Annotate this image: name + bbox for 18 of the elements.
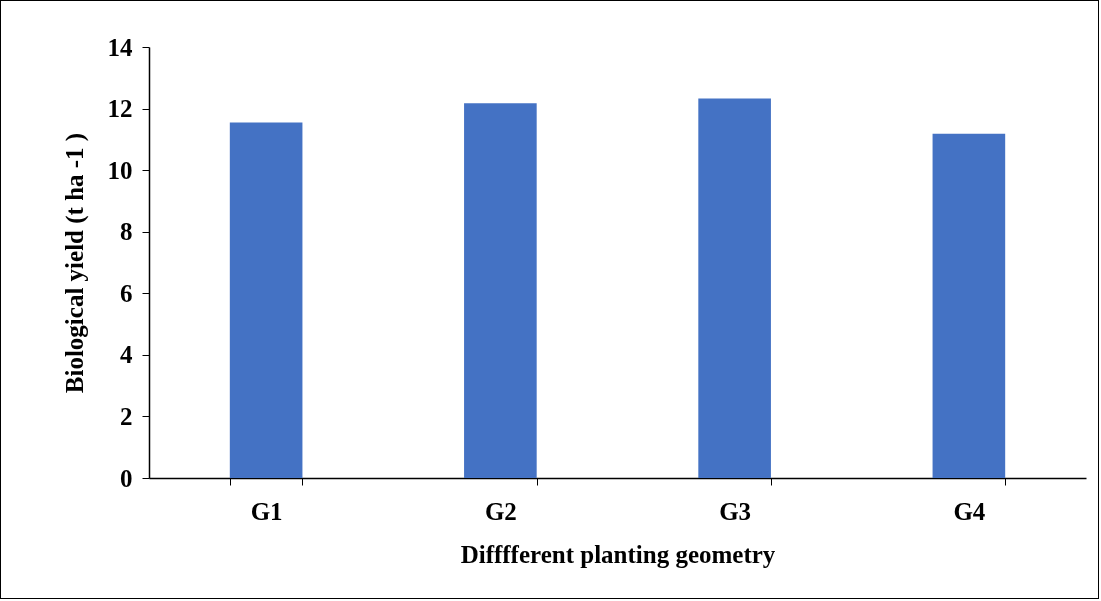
- bar: [229, 122, 303, 478]
- y-tick-label: 10: [107, 156, 133, 184]
- y-tick-label: 12: [107, 95, 133, 123]
- x-tick-label: G2: [484, 497, 517, 525]
- y-tick-label: 4: [120, 341, 133, 369]
- x-tick-label: G3: [719, 497, 752, 525]
- x-tick-label: G1: [250, 497, 283, 525]
- y-tick-label: 2: [120, 402, 133, 430]
- x-axis-title: Difffferent planting geometry: [460, 540, 776, 568]
- x-tick-label: G4: [953, 497, 986, 525]
- y-tick-label: 14: [107, 33, 133, 61]
- bar: [698, 98, 771, 478]
- y-tick-label: 6: [120, 279, 133, 307]
- y-tick-label: 8: [120, 218, 133, 246]
- y-tick-label: 0: [120, 464, 133, 492]
- y-axis-title: Biological yield (t ha -1 ): [60, 132, 89, 394]
- bar: [464, 103, 537, 478]
- bar: [932, 133, 1006, 478]
